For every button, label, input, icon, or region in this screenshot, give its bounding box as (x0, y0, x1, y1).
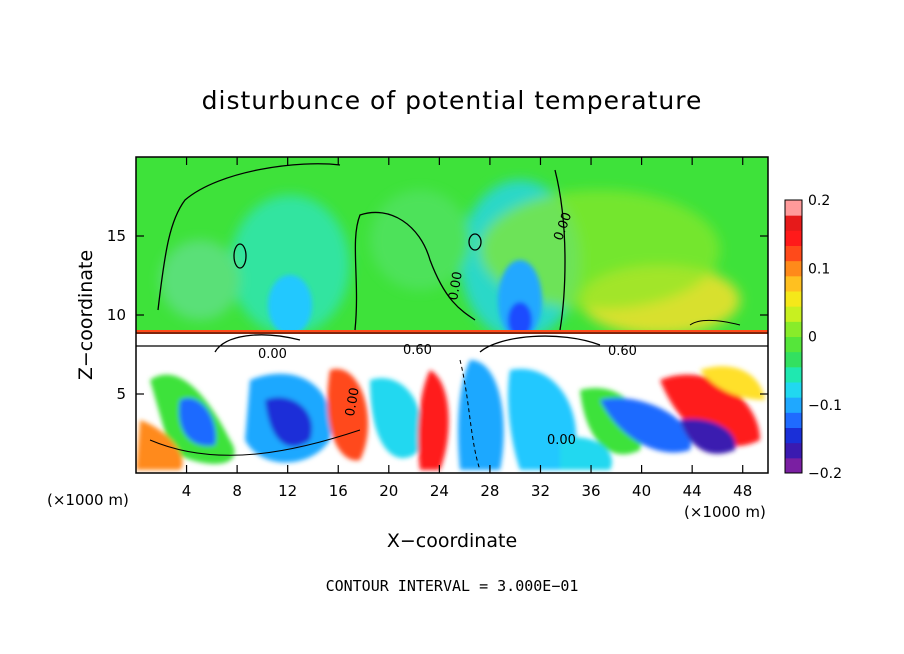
colorbar-swatch (785, 457, 802, 474)
colorbar-tick-label: 0.2 (808, 193, 830, 209)
x-tick-label: 32 (531, 482, 550, 500)
colorbar-swatch (785, 215, 802, 231)
contour-label: 0.00 (343, 386, 363, 417)
colorbar-swatch (785, 306, 802, 322)
colorbar-swatch (785, 427, 802, 444)
x-tick-label: 20 (379, 482, 398, 500)
x-tick-label: 40 (632, 482, 651, 500)
x-unit-left: (×1000 m) (47, 491, 129, 509)
x-tick-label: 8 (232, 482, 242, 500)
colorbar-swatch (785, 291, 802, 307)
contour-interval-note: CONTOUR INTERVAL = 3.000E−01 (325, 577, 579, 595)
colorbar-tick-label: 0.1 (808, 261, 830, 277)
colorbar-swatch (785, 245, 802, 262)
x-tick-label: 24 (430, 482, 449, 500)
colorbar-swatch (785, 397, 802, 413)
colorbar-swatch (785, 412, 802, 428)
colorbar-frame (784, 199, 803, 474)
x-tick-label: 28 (480, 482, 499, 500)
contour-label: 0.00 (547, 433, 576, 448)
colorbar-swatch (785, 382, 802, 398)
y-tick-label: 15 (107, 227, 126, 245)
colorbar (784, 199, 803, 474)
colorbar-tick-label: −0.1 (808, 398, 842, 414)
colorbar-swatch (785, 275, 802, 292)
colorbar-ticks: 0.2 0.1 0 −0.1 −0.2 (808, 193, 842, 482)
x-tick-label: 44 (683, 482, 702, 500)
colorbar-swatch (785, 260, 802, 277)
colorbar-tick-label: 0 (808, 330, 817, 346)
colorbar-swatch (785, 321, 802, 337)
colorbar-tick-label: −0.2 (808, 466, 842, 482)
colorbar-swatch (785, 336, 802, 353)
x-axis-label: X−coordinate (387, 530, 517, 552)
colorbar-swatch (785, 200, 802, 216)
contour-lines (136, 163, 768, 471)
contour-label: 0.60 (608, 344, 637, 359)
x-tick-label: 48 (733, 482, 752, 500)
colorbar-swatch (785, 230, 802, 246)
x-unit-right: (×1000 m) (684, 503, 766, 521)
y-tick-label: 10 (107, 306, 126, 324)
contour-label: 0.60 (403, 343, 432, 358)
colorbar-swatch (785, 366, 802, 383)
contour-label-group: 0.00 0.60 0.60 0.00 0.00 0.00 0.00 (258, 210, 637, 448)
x-tick-label: 36 (581, 482, 600, 500)
x-tick-label: 4 (182, 482, 192, 500)
x-tick-label: 16 (329, 482, 348, 500)
colorbar-swatch (785, 351, 802, 368)
x-tick-label: 12 (278, 482, 297, 500)
contour-label: 0.00 (446, 270, 466, 301)
contour-label: 0.00 (258, 347, 287, 362)
y-axis-label: Z−coordinate (75, 250, 97, 380)
y-axis-ticks: 5 10 15 (107, 227, 768, 403)
chart-title: disturbunce of potential temperature (201, 86, 703, 115)
colorbar-swatch (785, 442, 802, 459)
heatmap-field (136, 157, 768, 473)
y-tick-label: 5 (116, 385, 126, 403)
x-axis-ticks: 4 8 12 16 20 24 28 32 36 40 44 48 (182, 157, 752, 500)
